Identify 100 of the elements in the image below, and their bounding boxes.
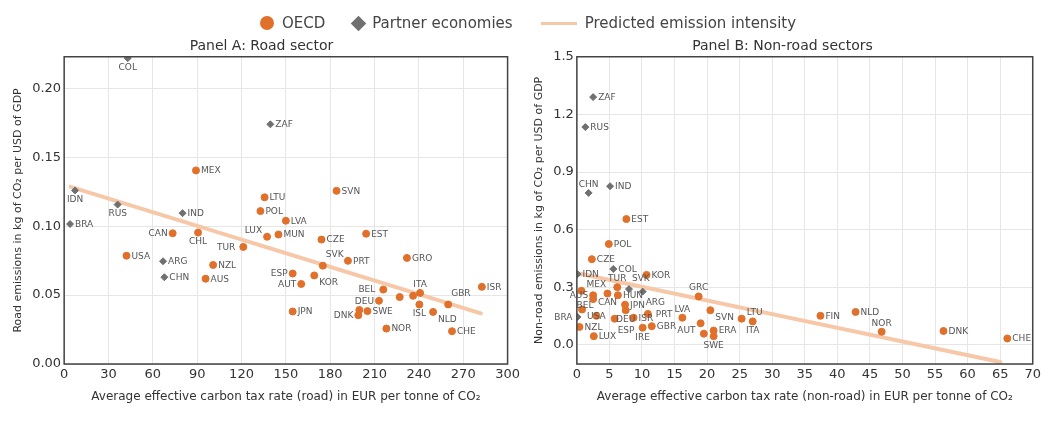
point: [409, 291, 418, 300]
y-tick-label: 0.6: [553, 220, 574, 236]
data-label: BRA: [554, 311, 574, 322]
point: [587, 255, 596, 264]
x-tick-label: 0: [572, 366, 582, 382]
point: [209, 260, 218, 269]
point: [699, 329, 708, 338]
point: [678, 313, 687, 322]
point: [274, 230, 283, 239]
x-tick-label: 60: [144, 366, 162, 382]
legend-label: Predicted emission intensity: [584, 14, 797, 32]
x-tick-label: 25: [731, 366, 748, 382]
data-label: DEU: [354, 295, 375, 306]
x-tick-label: 70: [1024, 366, 1041, 382]
data-label: GBR: [656, 321, 677, 332]
data-label: CZE: [596, 254, 616, 265]
data-label: NLD: [438, 313, 457, 324]
point: [638, 323, 647, 332]
data-label: ITA: [745, 325, 761, 336]
x-tick-label: 270: [450, 366, 476, 382]
point: [256, 207, 265, 216]
data-label: GBR: [451, 288, 471, 299]
data-label: AUT: [278, 278, 297, 289]
point: [374, 296, 383, 305]
data-label: ESP: [617, 324, 636, 335]
data-label: NLD: [860, 306, 880, 317]
x-axis-title: Average effective carbon tax rate (non-road) in EUR per tonne of CO₂: [596, 388, 1013, 403]
point: [363, 307, 372, 316]
data-label: ISR: [638, 312, 654, 323]
point: [281, 216, 290, 225]
y-axis-title: Road emissions in kg of CO₂ per USD of GDP: [11, 87, 25, 333]
y-tick-label: 0.00: [32, 355, 62, 371]
data-label: COL: [118, 62, 137, 73]
y-tick-label: 0.0: [553, 336, 574, 352]
data-label: CHN: [169, 272, 190, 283]
y-tick-label: 0.20: [32, 79, 62, 95]
point: [576, 322, 584, 331]
x-tick-label: 120: [229, 366, 254, 382]
point: [260, 193, 269, 202]
data-label: DNK: [948, 325, 970, 336]
x-axis-title: Average effective carbon tax rate (road) in EUR per tonne of CO₂: [91, 388, 481, 403]
data-label: IND: [187, 208, 204, 218]
point: [613, 283, 622, 292]
data-label: LTU: [746, 306, 763, 317]
y-tick-label: 0.15: [32, 148, 62, 164]
data-label: KOR: [651, 269, 671, 280]
data-label: LUX: [244, 224, 263, 235]
point: [113, 200, 122, 209]
data-label: NOR: [391, 323, 412, 334]
y-axis-title: Non-road emissions in kg of CO₂ per USD of GDP: [532, 76, 546, 345]
data-label: BRA: [75, 218, 95, 229]
x-tick-label: 0: [60, 366, 69, 382]
data-label: PRT: [352, 255, 370, 266]
data-label: IDN: [66, 194, 84, 205]
x-tick-label: 35: [796, 366, 814, 382]
data-label: RUS: [590, 121, 610, 132]
y-tick-label: 0.9: [553, 163, 574, 179]
point: [288, 307, 297, 316]
x-tick-label: 30: [100, 366, 117, 382]
data-label: NOR: [871, 317, 892, 328]
point: [362, 229, 371, 238]
point: [1003, 334, 1012, 343]
x-tick-label: 30: [763, 366, 781, 382]
x-tick-label: 5: [605, 366, 614, 382]
data-label: LVA: [674, 303, 692, 314]
point: [343, 256, 352, 265]
data-label: PRT: [655, 308, 673, 319]
point: [160, 273, 169, 282]
point: [851, 307, 860, 316]
data-label: KOR: [319, 277, 338, 288]
data-label: ZAF: [598, 91, 616, 102]
data-label: MEX: [201, 165, 221, 176]
point: [122, 251, 131, 260]
x-tick-label: 45: [861, 366, 879, 382]
point: [613, 291, 622, 300]
x-tick-label: 40: [829, 366, 846, 382]
data-label: EST: [371, 228, 389, 239]
data-label: IND: [615, 181, 632, 192]
data-label: SVN: [341, 185, 361, 196]
data-label: SWE: [703, 340, 725, 350]
data-label: CHL: [189, 236, 208, 247]
point: [194, 228, 203, 237]
data-label: SVN: [715, 312, 734, 323]
data-label: SWE: [372, 305, 394, 316]
data-label: ISL: [412, 308, 427, 319]
data-label: IRE: [635, 331, 651, 342]
point: [604, 240, 613, 248]
x-tick-label: 180: [317, 366, 343, 382]
data-label: ISR: [486, 281, 502, 292]
data-label: ESP: [270, 268, 289, 279]
point: [416, 288, 425, 297]
data-label: BEL: [358, 284, 376, 295]
point: [178, 209, 187, 218]
point: [66, 220, 75, 229]
point: [297, 279, 306, 288]
data-label: DNK: [333, 310, 355, 321]
point: [589, 332, 598, 341]
point: [354, 311, 363, 320]
data-label: CZE: [326, 234, 345, 245]
point: [429, 307, 438, 316]
